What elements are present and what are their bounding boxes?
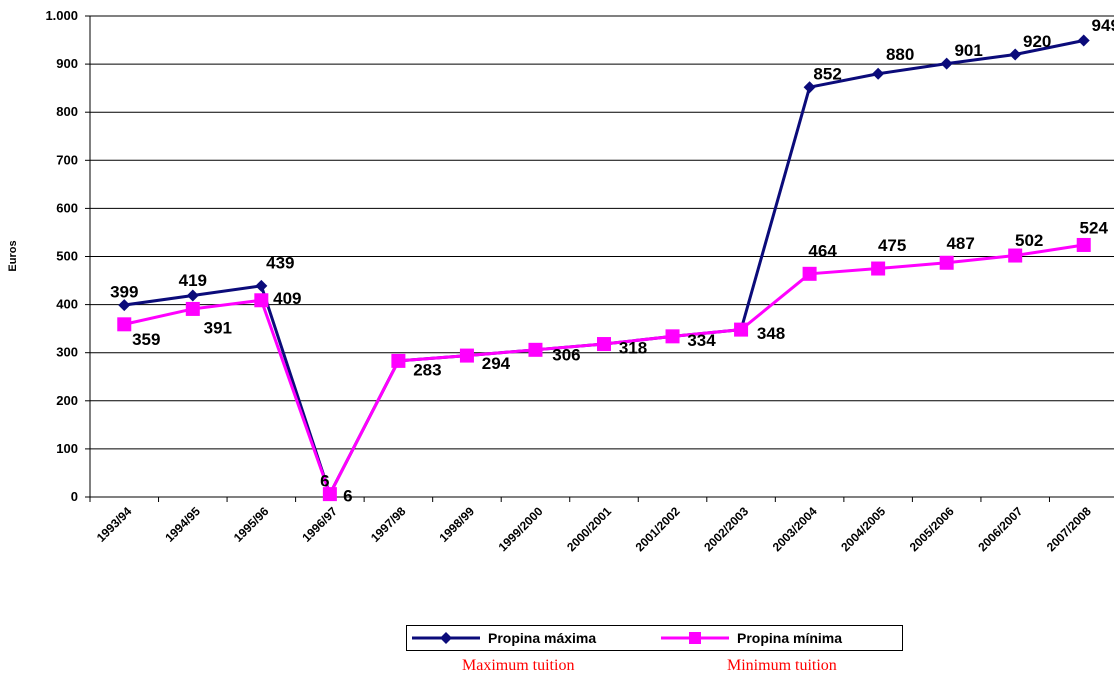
legend-label-min: Propina mínima: [737, 630, 843, 646]
data-point-min: [1076, 237, 1091, 252]
data-point-max: [940, 57, 953, 70]
data-point-max: [803, 81, 816, 94]
x-tick-label: 1996/97: [299, 504, 340, 545]
data-label-min: 502: [1015, 231, 1043, 250]
x-tick-label: 1998/99: [436, 504, 477, 545]
data-label-min: 334: [687, 331, 716, 350]
x-tick-labels: 1993/94 1994/95 1995/96 1996/97 1997/98 1998/…: [94, 504, 1094, 554]
x-tick-label: 1993/94: [94, 504, 135, 545]
axes: [85, 15, 1114, 502]
data-label-min: 348: [757, 324, 785, 343]
y-tick-label: 200: [56, 393, 78, 408]
data-point-max: [1009, 48, 1022, 61]
data-point-min: [459, 348, 474, 363]
data-point-max: [255, 279, 268, 292]
x-tick-label: 2006/2007: [975, 504, 1025, 554]
x-tick-label: 2000/2001: [564, 504, 614, 554]
data-label-max: 419: [179, 271, 207, 290]
data-point-min: [734, 322, 749, 337]
data-point-min: [1008, 248, 1023, 263]
data-label-max: 880: [886, 45, 914, 64]
data-label-min: 391: [204, 318, 232, 337]
data-label-min: 6: [343, 487, 352, 506]
data-label-max: 6: [320, 472, 329, 491]
data-label-max: 949: [1092, 16, 1114, 35]
legend-swatch-max: [412, 632, 480, 644]
y-tick-label: 700: [56, 152, 78, 167]
data-point-max: [1077, 34, 1090, 47]
legend-label-max: Propina máxima: [488, 630, 597, 646]
data-label-min: 487: [946, 234, 974, 253]
y-tick-label: 600: [56, 200, 78, 215]
data-point-min: [117, 317, 132, 332]
y-tick-label: 100: [56, 441, 78, 456]
data-label-min: 318: [619, 339, 647, 358]
data-point-max: [872, 67, 885, 80]
y-tick-label: 300: [56, 345, 78, 360]
legend-item-max: Propina máxima: [410, 626, 596, 650]
y-tick-label: 800: [56, 104, 78, 119]
data-point-min: [597, 337, 611, 352]
y-tick-label: 0: [71, 489, 78, 504]
data-label-min: 464: [808, 241, 837, 260]
y-tick-labels: 0 100 200 300 400 500 600 700 800 900 1.000: [45, 8, 78, 504]
data-label-max: 399: [110, 283, 138, 302]
legend-swatch-min: [661, 632, 729, 644]
series-layer: [117, 34, 1091, 502]
x-tick-label: 1995/96: [231, 504, 272, 545]
y-tick-label: 1.000: [45, 8, 78, 23]
x-tick-label: 1997/98: [368, 504, 409, 545]
data-label-max: 920: [1023, 32, 1051, 51]
data-point-min: [528, 342, 543, 357]
data-point-min: [391, 353, 406, 368]
y-axis-label: Euros: [7, 240, 19, 271]
data-point-min: [665, 329, 680, 344]
legend-item-min: Propina mínima: [659, 626, 842, 650]
y-tick-label: 900: [56, 56, 78, 71]
data-labels: 399 419 439 6 852 880 901 920 949 359 391 409 6 283 29…: [110, 16, 1114, 506]
legend: Propina máxima Propina mínima: [406, 625, 903, 651]
data-point-min: [939, 255, 954, 270]
data-point-max: [118, 299, 131, 312]
data-point-min: [185, 301, 200, 316]
data-point-min: [254, 293, 269, 308]
data-point-min: [322, 487, 337, 502]
data-label-min: 524: [1080, 218, 1109, 237]
data-label-min: 306: [552, 345, 580, 364]
x-tick-label: 2005/2006: [907, 504, 957, 554]
caption-min: Minimum tuition: [727, 657, 837, 674]
data-label-max: 439: [266, 253, 294, 272]
x-tick-label: 2001/2002: [633, 504, 683, 554]
x-tick-label: 2002/2003: [701, 504, 751, 554]
data-label-min: 409: [273, 289, 301, 308]
data-label-min: 359: [132, 330, 160, 349]
x-tick-label: 1994/95: [162, 504, 203, 545]
data-label-max: 901: [954, 41, 982, 60]
data-label-min: 475: [878, 236, 906, 255]
x-tick-label: 2004/2005: [838, 504, 888, 554]
data-label-max: 852: [813, 65, 841, 84]
x-tick-label: 2007/2008: [1044, 504, 1094, 554]
data-label-min: 294: [482, 354, 511, 373]
series-line-min: [123, 243, 1084, 496]
data-point-min: [871, 261, 886, 276]
data-point-max: [186, 289, 199, 302]
x-tick-label: 1999/2000: [496, 504, 546, 554]
gridlines: [90, 15, 1114, 450]
caption-max: Maximum tuition: [462, 657, 575, 674]
x-tick-label: 2003/2004: [770, 504, 820, 554]
data-point-min: [802, 266, 817, 281]
y-tick-label: 400: [56, 297, 78, 312]
y-tick-label: 500: [56, 249, 78, 264]
data-label-min: 283: [413, 360, 441, 379]
